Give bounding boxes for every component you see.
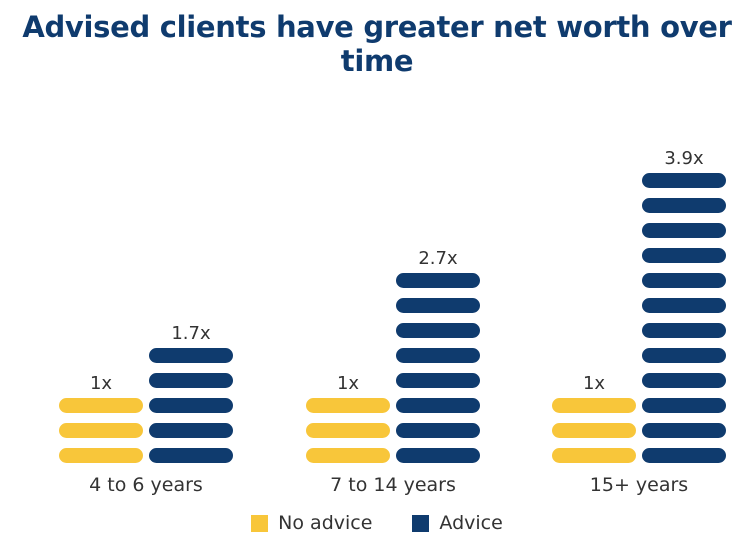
bar-segment-advice — [149, 348, 233, 363]
bar-segment-advice — [149, 373, 233, 388]
chart-legend: No advice Advice — [0, 512, 754, 534]
data-label-no-advice: 1x — [583, 373, 605, 394]
legend-item-advice: Advice — [412, 512, 503, 534]
bar-segment-advice — [396, 273, 480, 288]
bar-segment-no-advice — [306, 398, 390, 413]
bar-segment-no-advice — [306, 448, 390, 463]
category-label: 7 to 14 years — [330, 474, 456, 496]
legend-swatch-no-advice — [251, 514, 269, 532]
bar-segment-advice — [642, 373, 726, 388]
bar-segment-advice — [396, 373, 480, 388]
bar-segment-no-advice — [552, 448, 636, 463]
legend-swatch-advice — [412, 514, 430, 532]
bar-segment-no-advice — [552, 423, 636, 438]
bar-segment-advice — [149, 398, 233, 413]
bar-segment-no-advice — [306, 423, 390, 438]
bar-segment-advice — [642, 273, 726, 288]
bar-segment-advice — [642, 223, 726, 238]
bar-segment-advice — [642, 198, 726, 213]
data-label-no-advice: 1x — [337, 373, 359, 394]
legend-label-advice: Advice — [439, 512, 503, 534]
chart-title: Advised clients have greater net worth o… — [22, 10, 732, 78]
legend-item-no-advice: No advice — [251, 512, 372, 534]
bar-segment-advice — [396, 398, 480, 413]
bar-segment-advice — [642, 423, 726, 438]
bar-segment-advice — [396, 448, 480, 463]
bar-segment-advice — [642, 323, 726, 338]
bar-segment-advice — [642, 448, 726, 463]
bar-segment-advice — [149, 423, 233, 438]
bar-segment-no-advice — [552, 398, 636, 413]
bar-segment-advice — [642, 348, 726, 363]
bar-segment-advice — [396, 423, 480, 438]
data-label-advice: 1.7x — [171, 323, 211, 344]
bar-segment-advice — [642, 398, 726, 413]
bar-segment-no-advice — [59, 448, 143, 463]
bar-segment-advice — [396, 298, 480, 313]
bar-segment-advice — [396, 348, 480, 363]
bar-segment-advice — [642, 248, 726, 263]
category-label: 4 to 6 years — [89, 474, 203, 496]
bar-segment-advice — [642, 298, 726, 313]
bar-segment-advice — [642, 173, 726, 188]
bar-segment-no-advice — [59, 423, 143, 438]
category-label: 15+ years — [590, 474, 688, 496]
data-label-advice: 3.9x — [664, 148, 704, 169]
data-label-no-advice: 1x — [90, 373, 112, 394]
bar-segment-no-advice — [59, 398, 143, 413]
chart-plot-area: 1x 1.7x 4 to 6 years 1x 2.7x 7 to 14 years 1x 3… — [59, 148, 726, 496]
bar-segment-advice — [149, 448, 233, 463]
data-label-advice: 2.7x — [418, 248, 458, 269]
legend-label-no-advice: No advice — [278, 512, 373, 534]
bar-segment-advice — [396, 323, 480, 338]
